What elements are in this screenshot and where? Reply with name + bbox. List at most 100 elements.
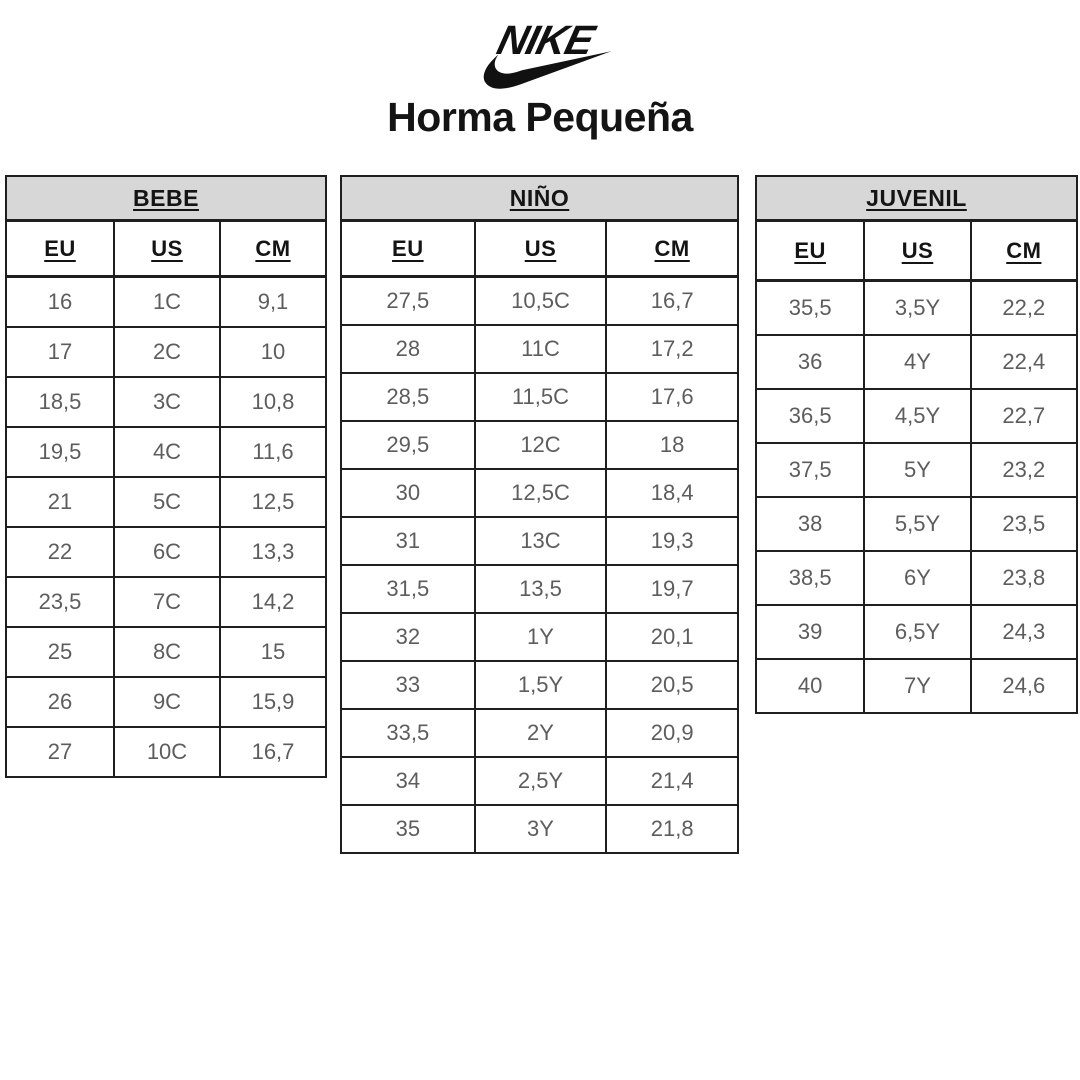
size-table-juvenil: JUVENIL EU US CM 35,5 3,5Y 22,2 36 4Y 22,4 36,5 4…: [755, 175, 1078, 714]
table-row: 36 4Y 22,4: [757, 334, 1076, 388]
table-row: 23,5 7C 14,2: [7, 576, 325, 626]
table-cell: 16: [47, 289, 73, 314]
table-cell: 26: [47, 689, 73, 714]
table-row: 27 10C 16,7: [7, 726, 325, 776]
table-body-nino: 27,5 10,5C 16,7 28 11C 17,2 28,5 11,5C 17,6 29,5 1…: [342, 275, 737, 852]
column-header: CM: [969, 222, 1076, 279]
table-title-bebe: BEBE: [7, 177, 325, 222]
table-body-bebe: 16 1C 9,1 17 2C 10 18,5 3C 10,8 19,5 4C 11,6 21 5C 12,…: [7, 275, 325, 776]
column-header: EU: [44, 235, 76, 261]
table-cell: 32: [395, 624, 421, 649]
table-cell: 1,5Y: [473, 662, 606, 708]
column-header: EU: [392, 235, 424, 261]
table-cell: 38,5: [788, 565, 832, 590]
table-cell: 21,8: [605, 806, 737, 852]
table-cell: 21,4: [605, 758, 737, 804]
table-row: 40 7Y 24,6: [757, 658, 1076, 712]
column-header: US: [473, 222, 606, 275]
table-row: 37,5 5Y 23,2: [757, 442, 1076, 496]
table-cell: 15,9: [219, 678, 325, 726]
table-cell: 19,7: [605, 566, 737, 612]
nike-logo-text: NIKE: [493, 18, 601, 63]
table-cell: 1Y: [473, 614, 606, 660]
table-cell: 16,7: [605, 278, 737, 324]
table-cell: 5C: [113, 478, 219, 526]
table-cell: 31,5: [386, 576, 430, 601]
table-row: 25 8C 15: [7, 626, 325, 676]
table-cell: 29,5: [386, 432, 430, 457]
table-cell: 3C: [113, 378, 219, 426]
size-table-bebe: BEBE EU US CM 16 1C 9,1 17 2C 10 18,5 3C 10,8 19,5 4…: [5, 175, 327, 778]
table-body-juvenil: 35,5 3,5Y 22,2 36 4Y 22,4 36,5 4,5Y 22,7 37,5 5Y 23…: [757, 279, 1076, 712]
table-row: 36,5 4,5Y 22,7: [757, 388, 1076, 442]
table-cell: 4C: [113, 428, 219, 476]
table-cell: 2C: [113, 328, 219, 376]
table-cell: 10C: [113, 728, 219, 776]
table-cell: 16,7: [219, 728, 325, 776]
table-cell: 9,1: [219, 278, 325, 326]
table-row: 29,5 12C 18: [342, 420, 737, 468]
table-cell: 22: [47, 539, 73, 564]
table-cell: 35: [395, 816, 421, 841]
table-cell: 15: [219, 628, 325, 676]
table-header-bebe: EU US CM: [7, 222, 325, 275]
table-cell: 17,2: [605, 326, 737, 372]
table-cell: 39: [797, 619, 823, 644]
table-cell: 28: [395, 336, 421, 361]
table-row: 26 9C 15,9: [7, 676, 325, 726]
table-cell: 35,5: [788, 295, 832, 320]
table-row: 18,5 3C 10,8: [7, 376, 325, 426]
table-cell: 10,8: [219, 378, 325, 426]
table-row: 30 12,5C 18,4: [342, 468, 737, 516]
table-cell: 13,3: [219, 528, 325, 576]
table-cell: 17: [47, 339, 73, 364]
table-cell: 38: [797, 511, 823, 536]
table-row: 35,5 3,5Y 22,2: [757, 279, 1076, 334]
table-cell: 34: [395, 768, 421, 793]
table-cell: 22,4: [969, 336, 1076, 388]
table-cell: 27,5: [386, 288, 430, 313]
table-cell: 7Y: [863, 660, 969, 712]
table-cell: 9C: [113, 678, 219, 726]
table-cell: 28,5: [386, 384, 430, 409]
table-cell: 23,8: [969, 552, 1076, 604]
table-cell: 13C: [473, 518, 606, 564]
table-row: 34 2,5Y 21,4: [342, 756, 737, 804]
table-row: 35 3Y 21,8: [342, 804, 737, 852]
table-cell: 6,5Y: [863, 606, 969, 658]
table-cell: 36,5: [788, 403, 832, 428]
table-cell: 19,5: [38, 439, 82, 464]
table-row: 28 11C 17,2: [342, 324, 737, 372]
table-cell: 25: [47, 639, 73, 664]
table-cell: 10,5C: [473, 278, 606, 324]
column-header: EU: [794, 237, 826, 263]
table-row: 31 13C 19,3: [342, 516, 737, 564]
table-cell: 11C: [473, 326, 606, 372]
table-cell: 24,6: [969, 660, 1076, 712]
table-title-juvenil: JUVENIL: [757, 177, 1076, 222]
table-row: 38 5,5Y 23,5: [757, 496, 1076, 550]
table-cell: 36: [797, 349, 823, 374]
table-cell: 40: [797, 673, 823, 698]
table-cell: 5,5Y: [863, 498, 969, 550]
table-cell: 27: [47, 739, 73, 764]
table-cell: 18,5: [38, 389, 82, 414]
table-row: 22 6C 13,3: [7, 526, 325, 576]
table-row: 17 2C 10: [7, 326, 325, 376]
table-cell: 5Y: [863, 444, 969, 496]
table-cell: 1C: [113, 278, 219, 326]
table-row: 27,5 10,5C 16,7: [342, 275, 737, 324]
table-cell: 11,5C: [473, 374, 606, 420]
column-header: CM: [219, 222, 325, 275]
table-cell: 12,5: [219, 478, 325, 526]
table-row: 33,5 2Y 20,9: [342, 708, 737, 756]
table-cell: 20,1: [605, 614, 737, 660]
table-cell: 21: [47, 489, 73, 514]
column-header: US: [863, 222, 969, 279]
table-row: 32 1Y 20,1: [342, 612, 737, 660]
nike-swoosh-icon: [483, 51, 612, 89]
table-row: 38,5 6Y 23,8: [757, 550, 1076, 604]
nike-logo-graphic: NIKE: [483, 17, 612, 89]
table-row: 28,5 11,5C 17,6: [342, 372, 737, 420]
column-header: US: [113, 222, 219, 275]
